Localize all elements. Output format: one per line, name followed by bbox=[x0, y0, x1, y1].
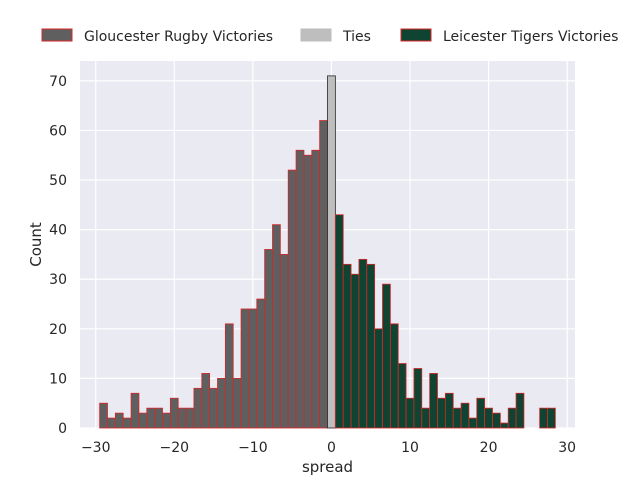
bar-series-0 bbox=[99, 402, 108, 429]
x-tick-label: 20 bbox=[480, 440, 498, 456]
x-tick-label: 30 bbox=[558, 440, 576, 456]
y-tick-label: 30 bbox=[49, 272, 67, 288]
x-tick-label: −10 bbox=[238, 440, 268, 456]
bar-series-0 bbox=[107, 417, 116, 429]
bar-series-0 bbox=[169, 397, 179, 429]
bar-series-0 bbox=[287, 169, 297, 429]
bar-series-0 bbox=[130, 392, 140, 429]
bar-series-0 bbox=[162, 412, 171, 429]
bar-series-2 bbox=[421, 407, 431, 429]
y-axis-label: Count bbox=[27, 222, 45, 267]
bar-series-0 bbox=[232, 378, 242, 429]
bar-series-2 bbox=[429, 373, 438, 429]
bar-series-2 bbox=[499, 422, 509, 429]
bar-series-0 bbox=[217, 378, 226, 429]
bar-series-2 bbox=[437, 397, 446, 429]
bar-series-2 bbox=[444, 392, 454, 429]
bar-series-0 bbox=[185, 407, 195, 429]
y-axis-ticks: 0 10 20 30 40 50 60 70 bbox=[49, 74, 67, 437]
y-tick-label: 40 bbox=[49, 223, 67, 239]
bar-series-0 bbox=[272, 224, 281, 429]
bar-series-2 bbox=[507, 407, 517, 429]
y-tick-label: 20 bbox=[49, 322, 67, 338]
bar-series-0 bbox=[248, 308, 258, 429]
bar-series-0 bbox=[122, 417, 132, 429]
x-axis-ticks: −30 −20 −10 0 10 20 30 bbox=[81, 440, 576, 456]
bar-series-0 bbox=[201, 373, 211, 429]
bar-series-0 bbox=[319, 120, 328, 429]
bar-series-0 bbox=[177, 407, 187, 429]
x-axis-label: spread bbox=[302, 458, 353, 476]
bar-series-0 bbox=[264, 249, 273, 429]
bar-series-1 bbox=[327, 75, 336, 429]
bar-series-2 bbox=[476, 397, 486, 429]
bar-series-0 bbox=[240, 308, 250, 429]
bar-series-2 bbox=[515, 392, 525, 429]
bar-series-0 bbox=[114, 412, 124, 429]
y-tick-label: 60 bbox=[49, 123, 67, 139]
bar-series-2 bbox=[366, 263, 376, 429]
bar-series-0 bbox=[256, 298, 266, 429]
bar-series-2 bbox=[492, 412, 501, 429]
legend: Gloucester Rugby Victories Ties Leicester … bbox=[41, 28, 618, 45]
bar-series-2 bbox=[389, 323, 399, 429]
bar-series-2 bbox=[547, 407, 556, 429]
bar-series-2 bbox=[468, 417, 478, 429]
y-tick-label: 0 bbox=[58, 421, 67, 437]
bar-series-0 bbox=[209, 387, 218, 429]
bars bbox=[99, 75, 556, 429]
bar-series-2 bbox=[405, 397, 415, 429]
bar-series-0 bbox=[279, 254, 289, 429]
bar-series-0 bbox=[146, 407, 156, 429]
bar-series-0 bbox=[311, 149, 321, 429]
legend-swatch bbox=[400, 28, 432, 42]
bar-series-2 bbox=[374, 328, 383, 429]
y-tick-label: 50 bbox=[49, 173, 67, 189]
x-tick-label: 0 bbox=[327, 440, 336, 456]
bar-series-0 bbox=[303, 154, 313, 429]
bar-series-2 bbox=[397, 363, 407, 429]
bar-series-2 bbox=[342, 263, 352, 429]
bar-series-2 bbox=[484, 407, 493, 429]
bar-series-2 bbox=[460, 402, 470, 429]
legend-label: Ties bbox=[342, 29, 371, 45]
bar-series-0 bbox=[138, 412, 148, 429]
bar-series-2 bbox=[382, 283, 391, 429]
y-tick-label: 10 bbox=[49, 371, 67, 387]
bar-series-2 bbox=[334, 214, 344, 429]
bar-series-0 bbox=[193, 387, 203, 429]
bar-series-2 bbox=[413, 368, 423, 429]
bar-series-2 bbox=[452, 407, 462, 429]
bar-series-2 bbox=[358, 258, 368, 429]
x-tick-label: −20 bbox=[160, 440, 190, 456]
bar-series-0 bbox=[295, 149, 305, 429]
legend-swatch bbox=[41, 28, 73, 42]
legend-swatch bbox=[300, 28, 332, 42]
bar-series-2 bbox=[350, 273, 360, 429]
y-tick-label: 70 bbox=[49, 74, 67, 90]
x-tick-label: −30 bbox=[81, 440, 111, 456]
bar-series-2 bbox=[539, 407, 548, 429]
bar-series-0 bbox=[154, 407, 163, 429]
legend-label: Leicester Tigers Victories bbox=[443, 29, 618, 45]
bar-series-0 bbox=[224, 323, 234, 429]
x-tick-label: 10 bbox=[401, 440, 419, 456]
legend-label: Gloucester Rugby Victories bbox=[84, 29, 273, 45]
